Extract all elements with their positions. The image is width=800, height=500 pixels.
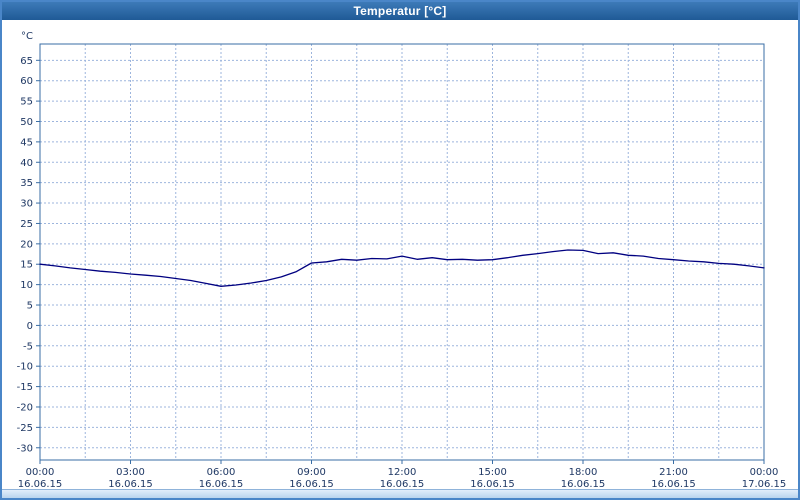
chart-area: 65 60 55 50 45 40 35 30 25 20 15 10 5 0 -5 -10 -15 -20 -25…	[2, 20, 798, 489]
svg-text:03:00: 03:00	[116, 467, 145, 478]
svg-text:15:00: 15:00	[478, 467, 507, 478]
svg-text:16.06.15: 16.06.15	[18, 479, 63, 489]
svg-text:-20: -20	[17, 402, 33, 413]
svg-text:-25: -25	[17, 423, 33, 434]
svg-text:40: 40	[20, 158, 33, 169]
svg-text:15: 15	[20, 260, 33, 271]
svg-text:0: 0	[27, 321, 33, 332]
bottom-frame	[2, 489, 798, 498]
svg-text:-15: -15	[17, 382, 33, 393]
svg-text:16.06.15: 16.06.15	[108, 479, 153, 489]
svg-text:06:00: 06:00	[207, 467, 236, 478]
temperature-chart: 65605550454035302520151050-5-10-15-20-25…	[17, 31, 787, 489]
window-title: Temperatur [°C]	[353, 4, 447, 18]
svg-text:30: 30	[20, 199, 33, 210]
svg-text:16.06.15: 16.06.15	[380, 479, 425, 489]
svg-text:45: 45	[20, 137, 33, 148]
svg-text:-5: -5	[23, 341, 33, 352]
svg-text:-30: -30	[17, 443, 33, 454]
svg-text:20: 20	[20, 239, 33, 250]
svg-text:00:00: 00:00	[750, 467, 779, 478]
svg-text:09:00: 09:00	[297, 467, 326, 478]
title-bar: Temperatur [°C]	[2, 2, 798, 20]
svg-text:16.06.15: 16.06.15	[289, 479, 334, 489]
svg-text:-10: -10	[17, 362, 33, 373]
svg-text:16.06.15: 16.06.15	[651, 479, 696, 489]
svg-text:65: 65	[20, 56, 33, 67]
svg-text:18:00: 18:00	[569, 467, 598, 478]
svg-text:10: 10	[20, 280, 33, 291]
svg-text:50: 50	[20, 117, 33, 128]
svg-text:21:00: 21:00	[659, 467, 688, 478]
svg-text:16.06.15: 16.06.15	[199, 479, 244, 489]
svg-text:17.06.15: 17.06.15	[742, 479, 787, 489]
svg-text:60: 60	[20, 76, 33, 87]
svg-text:°C: °C	[21, 31, 33, 42]
svg-text:16.06.15: 16.06.15	[561, 479, 606, 489]
svg-text:25: 25	[20, 219, 33, 230]
svg-text:16.06.15: 16.06.15	[470, 479, 515, 489]
svg-text:5: 5	[27, 301, 33, 312]
svg-text:12:00: 12:00	[388, 467, 417, 478]
svg-text:00:00: 00:00	[26, 467, 55, 478]
svg-text:35: 35	[20, 178, 33, 189]
svg-text:55: 55	[20, 97, 33, 108]
